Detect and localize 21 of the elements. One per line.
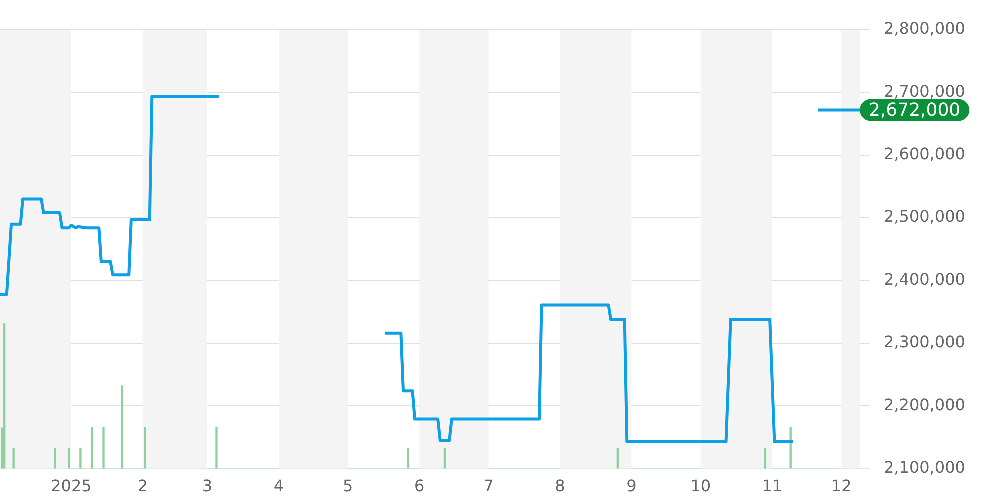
y-tick-label: 2,500,000 [884, 207, 966, 226]
x-tick-label: 8 [555, 476, 566, 496]
x-tick-label: 7 [484, 476, 494, 496]
y-tick-label: 2,100,000 [884, 458, 966, 477]
y-tick-label: 2,200,000 [884, 395, 966, 414]
x-tick-label: 10 [690, 476, 712, 496]
x-tick-label: 6 [414, 476, 425, 496]
x-tick-label: 2025 [51, 476, 92, 496]
x-tick-label: 5 [343, 476, 354, 496]
y-tick-label: 2,300,000 [884, 332, 966, 352]
y-tick-label: 2,700,000 [884, 82, 966, 101]
x-tick-label: 12 [831, 476, 852, 496]
x-tick-label: 4 [274, 476, 284, 496]
y-tick-label: 2,800,000 [884, 19, 966, 38]
x-tick-label: 11 [762, 476, 783, 496]
y-tick-label: 2,600,000 [884, 144, 966, 164]
x-tick-label: 3 [202, 476, 213, 496]
annotation: 2,672,000 [869, 100, 961, 121]
x-tick-label: 9 [626, 476, 637, 496]
y-tick-label: 2,400,000 [884, 270, 966, 289]
x-tick-label: 2 [138, 476, 148, 496]
